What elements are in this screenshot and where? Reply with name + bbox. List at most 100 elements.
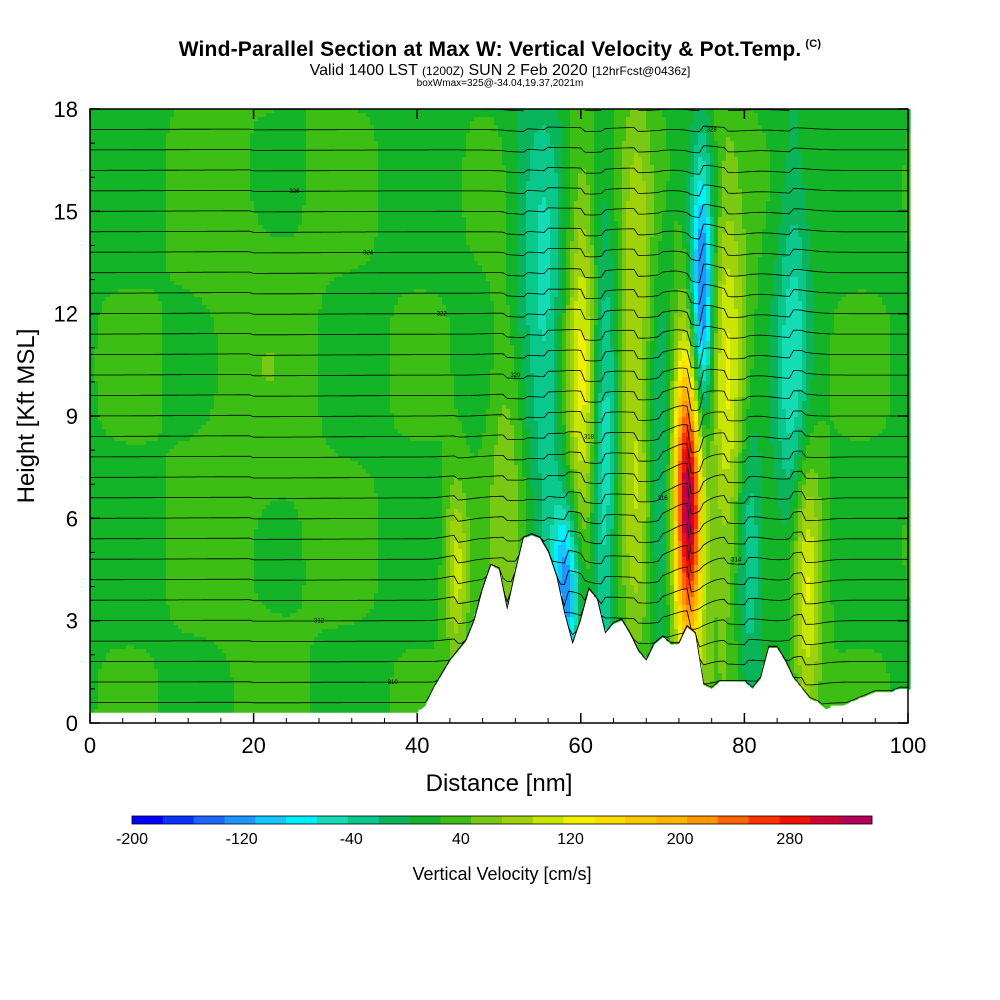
w-cell xyxy=(166,121,171,126)
w-cell xyxy=(94,409,99,414)
w-cell xyxy=(218,493,223,498)
w-cell xyxy=(198,237,203,242)
w-cell xyxy=(190,433,195,438)
w-cell xyxy=(122,289,127,294)
w-cell xyxy=(114,509,119,514)
w-cell xyxy=(186,493,191,498)
w-cell xyxy=(130,277,135,282)
w-cell xyxy=(110,469,115,474)
w-cell xyxy=(118,505,123,510)
w-cell xyxy=(146,297,151,302)
w-cell xyxy=(186,241,191,246)
w-cell xyxy=(114,473,119,478)
w-cell xyxy=(146,233,151,238)
w-cell xyxy=(126,289,131,294)
w-cell xyxy=(170,301,175,306)
w-cell xyxy=(194,397,199,402)
w-cell xyxy=(126,189,131,194)
w-cell xyxy=(122,141,127,146)
w-cell xyxy=(130,489,135,494)
w-cell xyxy=(154,221,159,226)
w-cell xyxy=(210,305,215,310)
w-cell xyxy=(198,205,203,210)
w-cell xyxy=(138,537,143,542)
w-cell xyxy=(202,353,207,358)
w-cell xyxy=(206,525,211,530)
w-cell xyxy=(94,197,99,202)
w-cell xyxy=(190,281,195,286)
w-cell xyxy=(198,113,203,118)
w-cell xyxy=(146,149,151,154)
w-cell xyxy=(102,297,107,302)
w-cell xyxy=(102,169,107,174)
w-cell xyxy=(210,277,215,282)
w-cell xyxy=(122,485,127,490)
w-cell xyxy=(146,665,151,670)
w-cell xyxy=(90,201,95,206)
w-cell xyxy=(114,653,119,658)
w-cell xyxy=(166,125,171,130)
w-cell xyxy=(194,253,199,258)
w-cell xyxy=(202,673,207,678)
w-cell xyxy=(194,313,199,318)
w-cell xyxy=(138,193,143,198)
w-cell xyxy=(102,249,107,254)
w-cell xyxy=(218,685,223,690)
w-cell xyxy=(134,133,139,138)
w-cell xyxy=(210,289,215,294)
w-cell xyxy=(94,677,99,682)
w-cell xyxy=(122,609,127,614)
w-cell xyxy=(190,277,195,282)
w-cell xyxy=(182,313,187,318)
w-cell xyxy=(138,385,143,390)
w-cell xyxy=(130,297,135,302)
w-cell xyxy=(186,533,191,538)
w-cell xyxy=(98,321,103,326)
w-cell xyxy=(194,129,199,134)
w-cell xyxy=(130,697,135,702)
w-cell xyxy=(210,641,215,646)
w-cell xyxy=(194,673,199,678)
w-cell xyxy=(194,513,199,518)
w-cell xyxy=(166,381,171,386)
w-cell xyxy=(98,509,103,514)
w-cell xyxy=(118,281,123,286)
w-cell xyxy=(102,221,107,226)
w-cell xyxy=(122,709,127,714)
w-cell xyxy=(162,617,167,622)
w-cell xyxy=(110,621,115,626)
w-cell xyxy=(198,521,203,526)
w-cell xyxy=(126,441,131,446)
w-cell xyxy=(158,677,163,682)
w-cell xyxy=(174,109,179,114)
w-cell xyxy=(214,681,219,686)
w-cell xyxy=(114,613,119,618)
w-cell xyxy=(158,477,163,482)
w-cell xyxy=(90,445,95,450)
w-cell xyxy=(94,237,99,242)
w-cell xyxy=(166,221,171,226)
w-cell xyxy=(186,573,191,578)
w-cell xyxy=(90,241,95,246)
w-cell xyxy=(202,437,207,442)
w-cell xyxy=(218,689,223,694)
w-cell xyxy=(186,385,191,390)
w-cell xyxy=(142,237,147,242)
w-cell xyxy=(190,493,195,498)
w-cell xyxy=(114,589,119,594)
w-cell xyxy=(126,197,131,202)
w-cell xyxy=(126,249,131,254)
w-cell xyxy=(210,661,215,666)
w-cell xyxy=(106,457,111,462)
w-cell xyxy=(198,333,203,338)
w-cell xyxy=(158,257,163,262)
w-cell xyxy=(178,333,183,338)
w-cell xyxy=(94,565,99,570)
w-cell xyxy=(134,569,139,574)
w-cell xyxy=(158,197,163,202)
w-cell xyxy=(94,465,99,470)
w-cell xyxy=(166,345,171,350)
w-cell xyxy=(170,445,175,450)
w-cell xyxy=(90,693,95,698)
w-cell xyxy=(146,129,151,134)
